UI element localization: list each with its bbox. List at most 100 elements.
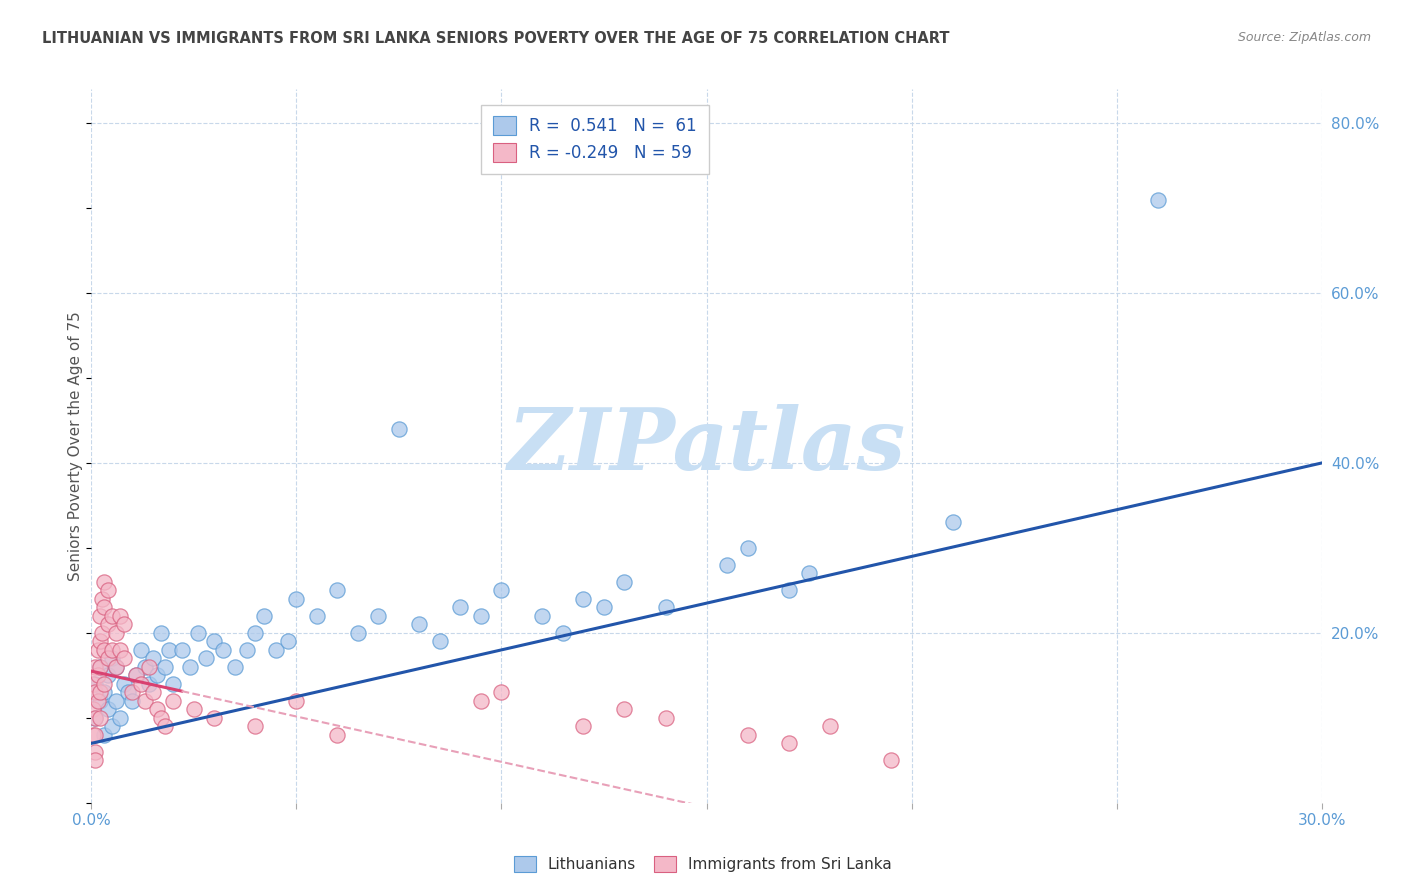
Point	[326, 583, 349, 598]
Point	[162, 694, 184, 708]
Point	[93, 574, 115, 589]
Point	[737, 541, 759, 555]
Point	[101, 719, 124, 733]
Point	[305, 608, 328, 623]
Point	[134, 660, 156, 674]
Point	[89, 711, 111, 725]
Point	[93, 643, 115, 657]
Point	[142, 651, 165, 665]
Point	[82, 702, 104, 716]
Point	[89, 694, 111, 708]
Point	[117, 685, 139, 699]
Point	[572, 591, 595, 606]
Legend: Lithuanians, Immigrants from Sri Lanka: Lithuanians, Immigrants from Sri Lanka	[506, 848, 900, 880]
Point	[84, 685, 107, 699]
Point	[146, 668, 169, 682]
Point	[84, 745, 107, 759]
Point	[90, 626, 112, 640]
Point	[211, 643, 233, 657]
Point	[613, 574, 636, 589]
Point	[236, 643, 259, 657]
Point	[86, 668, 108, 682]
Point	[97, 702, 120, 716]
Point	[84, 728, 107, 742]
Point	[1146, 193, 1168, 207]
Point	[112, 651, 135, 665]
Point	[654, 711, 676, 725]
Point	[112, 617, 135, 632]
Text: ZIPatlas: ZIPatlas	[508, 404, 905, 488]
Point	[108, 608, 131, 623]
Point	[105, 660, 127, 674]
Point	[183, 702, 205, 716]
Point	[285, 591, 308, 606]
Point	[153, 660, 177, 674]
Point	[157, 643, 180, 657]
Point	[121, 694, 143, 708]
Point	[245, 719, 267, 733]
Point	[449, 600, 471, 615]
Point	[142, 685, 165, 699]
Point	[187, 626, 209, 640]
Point	[202, 634, 225, 648]
Point	[388, 422, 411, 436]
Point	[491, 583, 513, 598]
Point	[146, 702, 169, 716]
Point	[613, 702, 636, 716]
Point	[89, 608, 111, 623]
Point	[108, 711, 131, 725]
Point	[84, 677, 107, 691]
Point	[105, 694, 127, 708]
Point	[125, 668, 148, 682]
Point	[125, 668, 148, 682]
Point	[89, 660, 111, 674]
Point	[101, 643, 124, 657]
Point	[253, 608, 276, 623]
Point	[797, 566, 820, 581]
Point	[429, 634, 451, 648]
Point	[347, 626, 370, 640]
Point	[942, 516, 965, 530]
Point	[264, 643, 287, 657]
Point	[82, 677, 104, 691]
Point	[367, 608, 389, 623]
Point	[654, 600, 676, 615]
Point	[224, 660, 246, 674]
Point	[153, 719, 177, 733]
Point	[129, 677, 152, 691]
Point	[84, 660, 107, 674]
Legend: R =  0.541   N =  61, R = -0.249   N = 59: R = 0.541 N = 61, R = -0.249 N = 59	[481, 104, 709, 174]
Point	[93, 600, 115, 615]
Point	[491, 685, 513, 699]
Point	[778, 736, 800, 750]
Point	[108, 643, 131, 657]
Point	[129, 643, 152, 657]
Point	[202, 711, 225, 725]
Point	[245, 626, 267, 640]
Point	[778, 583, 800, 598]
Point	[531, 608, 554, 623]
Point	[716, 558, 738, 572]
Point	[326, 728, 349, 742]
Point	[90, 591, 112, 606]
Point	[105, 660, 127, 674]
Point	[572, 719, 595, 733]
Point	[84, 753, 107, 767]
Point	[150, 626, 173, 640]
Point	[112, 677, 135, 691]
Point	[138, 677, 160, 691]
Point	[277, 634, 299, 648]
Point	[82, 728, 104, 742]
Text: Source: ZipAtlas.com: Source: ZipAtlas.com	[1237, 31, 1371, 45]
Point	[880, 753, 903, 767]
Point	[134, 694, 156, 708]
Point	[97, 617, 120, 632]
Point	[551, 626, 574, 640]
Point	[97, 668, 120, 682]
Point	[150, 711, 173, 725]
Point	[285, 694, 308, 708]
Point	[97, 583, 120, 598]
Point	[86, 694, 108, 708]
Point	[86, 643, 108, 657]
Point	[84, 711, 107, 725]
